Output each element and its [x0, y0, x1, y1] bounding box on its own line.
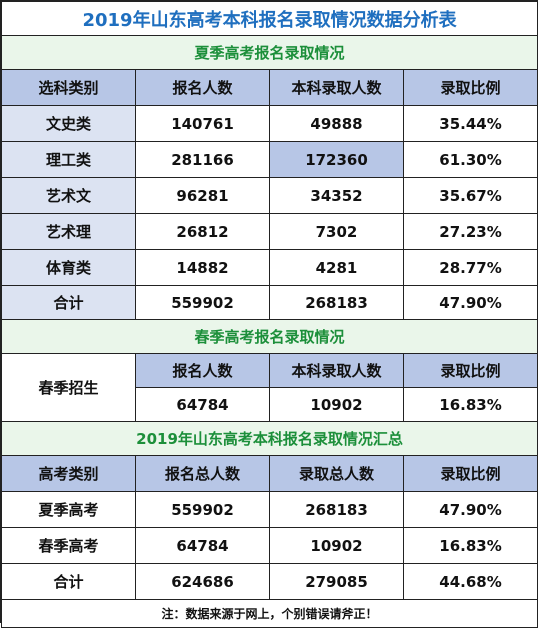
header-cell: 高考类别 [1, 455, 136, 492]
row-label: 体育类 [1, 249, 136, 286]
row-label: 文史类 [1, 105, 136, 142]
table-cell: 49888 [269, 105, 404, 142]
table-row: 文史类 140761 49888 35.44% [1, 105, 538, 142]
header-cell: 报名人数 [135, 353, 270, 388]
source-note: 注：数据来源于网上，个别错误请斧正！ [0, 599, 538, 628]
table-cell: 34352 [269, 177, 404, 214]
table-row: 体育类 14882 4281 28.77% [1, 249, 538, 286]
table-row: 春季高考 64784 10902 16.83% [1, 527, 538, 564]
table-cell: 35.44% [402, 105, 538, 142]
table-row: 艺术文 96281 34352 35.67% [1, 177, 538, 214]
spring-label: 春季招生 [1, 353, 136, 422]
table-cell: 64784 [135, 527, 270, 564]
sheet-title: 2019年山东高考本科报名录取情况数据分析表 [0, 1, 538, 36]
header-cell: 录取比例 [402, 353, 538, 388]
table-cell: 16.83% [402, 527, 538, 564]
header-cell: 本科录取人数 [269, 353, 404, 388]
table-cell: 4281 [269, 249, 404, 286]
table-cell: 7302 [269, 213, 404, 250]
table-cell: 35.67% [402, 177, 538, 214]
row-label: 理工类 [1, 141, 136, 178]
table-cell: 14882 [135, 249, 270, 286]
header-cell: 报名总人数 [135, 455, 270, 492]
table-cell: 281166 [135, 141, 270, 178]
table-cell: 10902 [269, 387, 404, 422]
header-cell: 录取比例 [402, 69, 538, 106]
header-cell: 报名人数 [135, 69, 270, 106]
table-cell: 96281 [135, 177, 270, 214]
table-cell: 559902 [135, 285, 270, 320]
header-cell: 选科类别 [1, 69, 136, 106]
table-cell: 44.68% [402, 563, 538, 600]
table-cell: 26812 [135, 213, 270, 250]
spring-header-row: 春季招生 报名人数 本科录取人数 录取比例 [1, 353, 538, 422]
table-cell: 268183 [269, 491, 404, 528]
summer-section-title: 夏季高考报名录取情况 [0, 35, 538, 70]
highlighted-cell: 172360 [269, 141, 404, 178]
table-cell: 64784 [135, 387, 270, 422]
table-cell: 16.83% [402, 387, 538, 422]
summary-header-row: 高考类别 报名总人数 录取总人数 录取比例 [1, 455, 538, 492]
summer-header-row: 选科类别 报名人数 本科录取人数 录取比例 [1, 69, 538, 106]
spring-section-title: 春季高考报名录取情况 [0, 319, 538, 354]
table-cell: 47.90% [402, 491, 538, 528]
row-label: 合计 [1, 285, 136, 320]
header-cell: 录取比例 [402, 455, 538, 492]
table-cell: 559902 [135, 491, 270, 528]
table-cell: 624686 [135, 563, 270, 600]
header-cell: 录取总人数 [269, 455, 404, 492]
table-cell: 27.23% [402, 213, 538, 250]
table-row: 理工类 281166 172360 61.30% [1, 141, 538, 178]
table-row-total: 合计 624686 279085 44.68% [1, 563, 538, 600]
row-label: 合计 [1, 563, 136, 600]
table-cell: 28.77% [402, 249, 538, 286]
row-label: 春季高考 [1, 527, 136, 564]
table-row: 64784 10902 16.83% [2, 387, 538, 422]
header-cell: 本科录取人数 [269, 69, 404, 106]
table-row: 夏季高考 559902 268183 47.90% [1, 491, 538, 528]
table-cell: 140761 [135, 105, 270, 142]
table-row: 艺术理 26812 7302 27.23% [1, 213, 538, 250]
table-cell: 279085 [269, 563, 404, 600]
table-cell: 61.30% [402, 141, 538, 178]
table-cell: 10902 [269, 527, 404, 564]
row-label: 夏季高考 [1, 491, 136, 528]
summary-section-title: 2019年山东高考本科报名录取情况汇总 [0, 421, 538, 456]
table-cell: 268183 [269, 285, 404, 320]
row-label: 艺术理 [1, 213, 136, 250]
table-row-total: 合计 559902 268183 47.90% [1, 285, 538, 320]
row-label: 艺术文 [1, 177, 136, 214]
table-cell: 47.90% [402, 285, 538, 320]
